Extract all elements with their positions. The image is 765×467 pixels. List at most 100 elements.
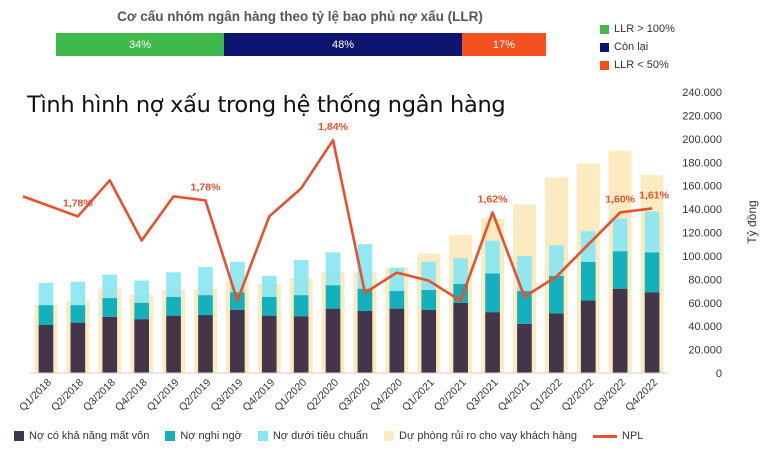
debt-bar-segment bbox=[261, 296, 277, 316]
llr-stacked-bar: 34% 48% 17% bbox=[56, 33, 546, 56]
x-tick-label: Q2/2020 bbox=[304, 377, 341, 414]
debt-bar-segment bbox=[261, 275, 277, 297]
x-tick-label: Q4/2022 bbox=[623, 377, 660, 414]
debt-bar-segment bbox=[580, 300, 596, 373]
legend-label: NPL bbox=[622, 430, 644, 442]
npl-data-label: 1,62% bbox=[478, 193, 508, 205]
legend-swatch bbox=[14, 431, 24, 441]
debt-bar-segment bbox=[325, 308, 341, 373]
x-tick-label: Q4/2019 bbox=[240, 377, 277, 414]
debt-bar-segment bbox=[198, 315, 213, 373]
debt-bar-segment bbox=[389, 291, 405, 309]
debt-bar-segment bbox=[644, 211, 660, 253]
legend-item-provision: Dự phòng rủi ro cho vay khách hàng bbox=[384, 430, 577, 442]
debt-bar-segment bbox=[293, 295, 309, 317]
debt-bar-segment bbox=[134, 280, 149, 303]
debt-bar-segment bbox=[580, 261, 596, 301]
x-tick-label: Q2/2022 bbox=[559, 377, 596, 414]
llr-segment-other: 48% bbox=[224, 33, 462, 56]
debt-bar-segment bbox=[70, 281, 86, 306]
y-tick-label: 240.000 bbox=[682, 87, 722, 99]
debt-bar-segment bbox=[102, 298, 118, 317]
debt-bar-segment bbox=[38, 305, 54, 325]
legend-label: Nợ có khả năng mất vốn bbox=[29, 430, 150, 442]
x-tick-label: Q3/2019 bbox=[208, 377, 245, 414]
debt-bar-segment bbox=[357, 288, 373, 311]
llr-legend-label: LLR > 100% bbox=[614, 23, 675, 35]
y-tick-label: 100.000 bbox=[682, 251, 722, 263]
llr-segment-high: 34% bbox=[56, 33, 225, 56]
debt-bar-segment bbox=[70, 305, 86, 323]
debt-bar-segment bbox=[612, 218, 628, 252]
x-tick-label: Q4/2021 bbox=[496, 377, 533, 414]
legend-label: Nợ dưới tiêu chuẩn bbox=[272, 430, 369, 442]
y-tick-label: 220.000 bbox=[682, 110, 722, 122]
y-tick-label: 160.000 bbox=[682, 181, 722, 193]
legend-swatch bbox=[165, 431, 176, 441]
npl-data-label: 1,61% bbox=[639, 189, 669, 201]
npl-data-label: 1,78% bbox=[191, 181, 221, 193]
debt-bar-segment bbox=[612, 288, 628, 373]
llr-title: Cơ cấu nhóm ngân hàng theo tỷ lệ bao phủ… bbox=[117, 9, 483, 24]
debt-bar-segment bbox=[485, 273, 500, 313]
legend-swatch bbox=[384, 431, 395, 441]
x-tick-label: Q3/2018 bbox=[81, 377, 118, 414]
npl-line bbox=[22, 138, 653, 303]
debt-bar-segment bbox=[166, 296, 181, 316]
debt-bar-segment bbox=[389, 308, 405, 373]
npl-data-label: 1,60% bbox=[605, 193, 635, 205]
legend-swatch bbox=[257, 431, 268, 441]
debt-bar-segment bbox=[102, 274, 118, 299]
debt-bar-segment bbox=[102, 316, 118, 373]
debt-bar-segment bbox=[485, 312, 500, 373]
y-tick-label: 120.000 bbox=[682, 228, 722, 240]
chart-title: Tình hình nợ xấu trong hệ thống ngân hàn… bbox=[27, 92, 506, 118]
debt-bar-segment bbox=[38, 324, 54, 373]
legend-swatch bbox=[600, 60, 609, 70]
y-axis-label: Tỷ đồng bbox=[745, 200, 759, 243]
npl-data-label: 1,84% bbox=[318, 121, 348, 133]
x-tick-label: Q1/2021 bbox=[400, 377, 437, 414]
debt-bar-segment bbox=[230, 309, 245, 373]
legend-item-doubtful: Nợ nghi ngờ bbox=[165, 430, 242, 442]
llr-legend-label: LLR < 50% bbox=[614, 59, 669, 71]
debt-bar-segment bbox=[644, 292, 660, 373]
legend-line-swatch bbox=[593, 434, 618, 438]
legend-label: Dự phòng rủi ro cho vay khách hàng bbox=[399, 430, 578, 442]
debt-bar-segment bbox=[293, 316, 309, 373]
y-tick-label: 40.000 bbox=[688, 321, 722, 333]
llr-legend-item: LLR > 100% bbox=[600, 20, 675, 38]
x-tick-label: Q2/2021 bbox=[432, 377, 469, 414]
debt-bar-segment bbox=[453, 258, 468, 285]
x-tick-label: Q1/2020 bbox=[272, 377, 309, 414]
debt-bar-segment bbox=[357, 310, 373, 373]
debt-bar-segment bbox=[198, 295, 213, 316]
debt-bar-segment bbox=[134, 302, 149, 320]
x-tick-label: Q1/2019 bbox=[145, 377, 182, 414]
x-tick-label: Q2/2018 bbox=[49, 377, 86, 414]
debt-bar-segment bbox=[261, 315, 277, 373]
chart-legend: Nợ có khả năng mất vốn Nợ nghi ngờ Nợ dư… bbox=[14, 430, 659, 442]
legend-item-loss: Nợ có khả năng mất vốn bbox=[14, 430, 149, 442]
legend-label: Nợ nghi ngờ bbox=[180, 430, 242, 442]
debt-bar-segment bbox=[325, 285, 341, 309]
debt-bar-segment bbox=[612, 251, 628, 289]
debt-bar-segment bbox=[549, 275, 564, 314]
legend-swatch bbox=[600, 42, 609, 52]
debt-bar-segment bbox=[549, 245, 564, 276]
debt-bar-segment bbox=[134, 319, 149, 373]
llr-legend-item: LLR < 50% bbox=[600, 56, 675, 74]
debt-bar-segment bbox=[166, 315, 181, 373]
debt-bar-segment bbox=[453, 302, 468, 373]
debt-bar-segment bbox=[517, 323, 532, 373]
y-tick-label: 140.000 bbox=[682, 204, 722, 216]
llr-legend-item: Còn lại bbox=[600, 38, 675, 56]
npl-data-label: 1,78% bbox=[63, 197, 93, 209]
debt-bar-segment bbox=[230, 261, 245, 293]
legend-swatch bbox=[600, 24, 609, 34]
y-tick-label: 60.000 bbox=[688, 298, 722, 310]
debt-bar-segment bbox=[517, 291, 532, 324]
debt-bar-segment bbox=[38, 282, 54, 306]
x-tick-label: Q3/2020 bbox=[336, 377, 373, 414]
